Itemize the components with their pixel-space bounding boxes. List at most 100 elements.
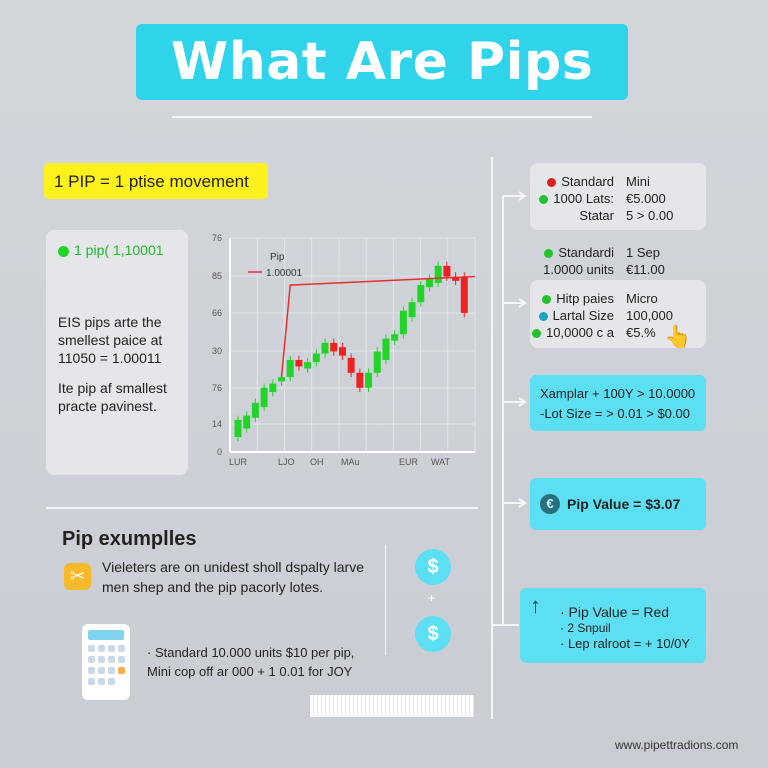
tools-icon: ✂ [64,563,91,590]
calc-text: · Standard 10.000 units $10 per pip, Min… [147,643,354,681]
calc-key [88,678,95,685]
pip-label: 1 pip( 1,10001 [74,242,164,258]
lot-box-standard: Standard Mini 1000 Lats: €5.000 Statar 5 > 0.… [530,163,706,230]
example-box: Xamplar + 100Y > 10.0000 -Lot Size = > 0… [530,375,706,431]
text-line: practe pavinest. [58,398,157,414]
title-banner: What Are Pips [136,24,628,100]
pip-value-box: € Pip Value = $3.07 [530,478,706,530]
lot-value: 1 Sep [626,245,660,260]
lot-row: 1000 Lats: €5.000 [530,190,706,207]
calc-key [118,667,125,674]
lot-label: 1.0000 units [530,261,626,278]
calc-key [118,645,125,652]
lot-label-text: Lartal Size [552,308,614,323]
calc-key [118,656,125,663]
dollar-icon: $ [415,616,451,652]
ruler-icon [310,695,474,717]
lot-label: Lartal Size [530,307,626,324]
vertical-divider [491,157,493,719]
section-divider [46,507,478,509]
text-line: smellest paice at [58,332,163,348]
candle-body [347,357,355,373]
x-tick-label: LJO [278,457,295,467]
lot-label: 1000 Lats: [530,190,626,207]
calc-key [88,656,95,663]
candle-body [260,387,268,408]
x-tick-label: LUR [229,457,248,467]
hand-pointer-icon: 👆 [664,324,692,349]
lot-label-text: Statar [579,208,614,223]
text-line: · Standard 10.000 units $10 per pip, [147,645,355,660]
lot-label-text: Standardi [558,245,614,260]
lot-value: Mini [626,174,650,189]
calc-key [98,667,105,674]
calc-key [98,645,105,652]
candle-body [391,334,399,341]
lot-label-text: Standard [561,174,614,189]
lot-row: Standardi 1 Sep [530,244,706,261]
text-line: -Lot Size = > 0.01 > $0.00 [540,406,690,421]
bullet-dot-icon [542,295,552,305]
candle-body [443,265,451,277]
candle-body [399,310,407,335]
candle-body [286,359,294,378]
candlestick-chart: 76 85 66 30 76 14 0 LUR LJO OH MAu EUR WAT Pip 1.00001 [212,233,476,467]
calc-key [98,656,105,663]
page-title: What Are Pips [170,32,594,92]
dollar-icon: $ [415,549,451,585]
x-tick-label: WAT [431,457,450,467]
lot-label: Standard [530,173,626,190]
y-tick-label: 66 [212,308,222,318]
candle-body [312,353,320,363]
green-dot-icon [58,245,69,257]
x-tick-label: EUR [399,457,419,467]
title-divider [172,116,592,118]
candle-body [382,338,390,360]
bullet-dot-icon [532,329,542,339]
candle-body [278,377,286,382]
text-line: EIS pips arte the [58,314,162,330]
plus-sign: + [428,591,436,605]
lot-row: Statar 5 > 0.00 [530,207,706,224]
candle-body [234,419,242,438]
candle-body [304,362,312,369]
arrow-up-icon: ↑ [530,593,541,618]
calc-key [108,678,115,685]
text-line: Vieleters are on unidest sholl dspalty l… [102,559,365,575]
lot-label: 10,0000 c a [530,324,626,341]
footer-url: www.pipettradions.com [615,738,739,752]
candle-body [338,347,346,356]
calc-key [108,656,115,663]
text-line: Ite pip af smallest [58,380,167,396]
lot-value: 100,000 [626,308,673,323]
lot-row: Lartal Size 100,000 [530,307,706,324]
text-line: · Pip Value = Red [560,604,670,620]
text-line: · Lep ralroot = + 10/0Y [560,636,691,651]
text-line: Xamplar + 100Y > 10.0000 [540,386,696,401]
connector-lines [493,191,527,626]
candle-body [408,302,416,318]
legend-title: Pip [270,252,285,263]
legend-entry: 1.00001 [266,268,303,279]
pip-value-text: Pip Value = $3.07 [567,496,681,512]
candle-body [434,265,442,283]
calculator-icon [82,624,130,700]
pip-line [280,275,476,378]
highlight-text: 1 PIP = 1 ptise movement [54,172,249,191]
candle-body [425,278,433,288]
lot-row: 1.0000 units €11.00 [530,261,706,278]
lot-value: €5.000 [626,191,666,206]
lot-row: Hitp paies Micro [530,290,706,307]
lot-label-text: Hitp paies [556,291,614,306]
candle-body [373,351,381,373]
calc-key [98,678,105,685]
candle-body [321,342,329,354]
bullet-dot-icon [544,249,554,259]
highlight-box: 1 PIP = 1 ptise movement [44,163,268,199]
y-tick-label: 14 [212,419,222,429]
lot-box-micro: Hitp paies Micro Lartal Size 100,000 10,0000… [530,280,706,348]
candle-body [251,402,259,418]
euro-icon: € [540,494,560,514]
lot-label-text: 1000 Lats: [553,191,614,206]
pip-value-line: 1 pip( 1,10001 [58,242,164,258]
